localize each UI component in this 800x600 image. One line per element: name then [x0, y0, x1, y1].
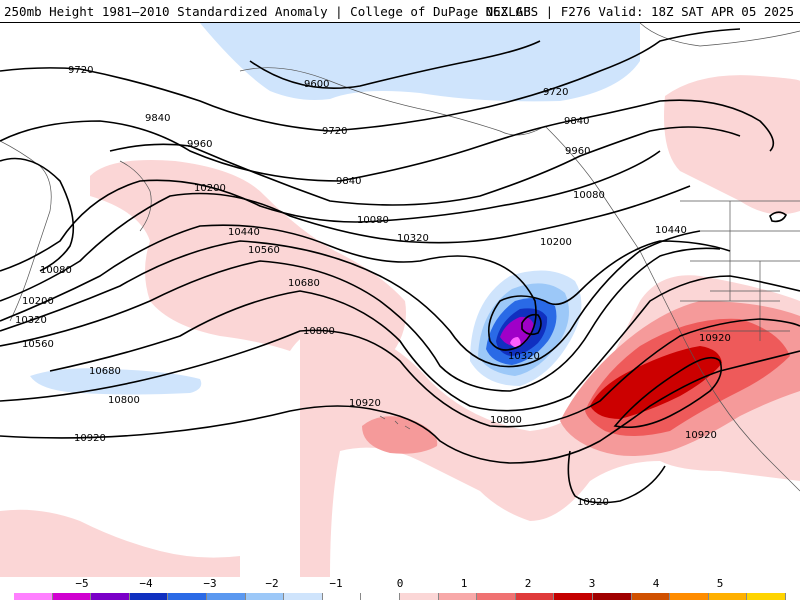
- contour-label: 9720: [68, 65, 93, 76]
- negative-anomaly-low-5: [500, 316, 534, 346]
- colorbar-tick: −5: [75, 577, 89, 590]
- colorbar-tick: 4: [652, 577, 660, 590]
- contour-label: 9960: [565, 146, 590, 157]
- colorbar-segment: [399, 593, 439, 600]
- colorbar-segment: [631, 593, 671, 600]
- colorbar-tick: 3: [588, 577, 596, 590]
- colorbar-segment: [91, 593, 130, 600]
- colorbar-segment: [477, 593, 516, 600]
- colorbar-tick: −4: [139, 577, 153, 590]
- contour-label: 10680: [89, 366, 121, 377]
- contour-10080: [0, 150, 661, 272]
- map-panel: 9720 9600 9720 9720 9840 9960 9840 9840 …: [0, 22, 800, 579]
- contour-low-center: [521, 313, 542, 336]
- colorbar-tick: −2: [265, 577, 279, 590]
- contour-label: 10920: [349, 398, 381, 409]
- negative-anomaly-north: [200, 23, 640, 102]
- colorbar-segment: [14, 593, 53, 600]
- positive-anomaly-southwest: [0, 509, 240, 578]
- contour-10680: [49, 275, 800, 412]
- colorbar-tick: −3: [203, 577, 217, 590]
- positive-anomaly-northeast: [664, 75, 800, 215]
- contour-label: 10560: [248, 245, 280, 256]
- colorbar-segment: [708, 593, 748, 600]
- contour-10560: [0, 247, 721, 392]
- colorbar-segment: [245, 593, 285, 600]
- colorbar-segment: [438, 593, 478, 600]
- colorbar-segment: [361, 593, 400, 600]
- height-contours: [0, 28, 800, 504]
- contour-label: 10200: [194, 183, 226, 194]
- contour-10320: [0, 224, 731, 351]
- colorbar-segment: [284, 593, 323, 600]
- contour-label: 10920: [74, 433, 106, 444]
- anomaly-colorbar: −5 −4 −3 −2 −1 0 1 2 3 4 5: [0, 577, 800, 600]
- anomaly-shading: [0, 23, 800, 578]
- contour-label: 9960: [187, 139, 212, 150]
- contour-label: 10920: [685, 430, 717, 441]
- contour-label: 10200: [540, 237, 572, 248]
- model-run-info: 06Z GFS | F276 Valid: 18Z SAT APR 05 202…: [485, 4, 794, 19]
- contour-label: 10920: [577, 497, 609, 508]
- contour-10800: [0, 318, 800, 428]
- contour-label: 9720: [543, 87, 568, 98]
- contour-label: 10080: [357, 215, 389, 226]
- contour-9600: [249, 40, 541, 89]
- contour-label: 10800: [490, 415, 522, 426]
- colorbar-segment: [554, 593, 593, 600]
- anomaly-map: 9720 9600 9720 9720 9840 9960 9840 9840 …: [0, 23, 800, 578]
- contour-label: 10080: [40, 265, 72, 276]
- negative-anomaly-low-core: [510, 337, 521, 348]
- colorbar-tick: 5: [716, 577, 724, 590]
- contour-10920-south: [567, 450, 666, 504]
- contour-label: 10920: [699, 333, 731, 344]
- contour-closed-small: [769, 211, 788, 223]
- contour-10920-closed: [613, 356, 723, 429]
- contour-label: 10800: [108, 395, 140, 406]
- colorbar-segment: [129, 593, 169, 600]
- coastlines: [0, 23, 800, 492]
- negative-anomaly-west-pacific: [30, 368, 202, 395]
- contour-label: 9840: [336, 176, 361, 187]
- contour-10200: [0, 185, 691, 302]
- map-header: 250mb Height 1981–2010 Standardized Anom…: [0, 0, 800, 22]
- contour-9840: [0, 99, 775, 182]
- contour-9720: [0, 28, 741, 132]
- contour-label: 10440: [655, 225, 687, 236]
- contour-10440: [0, 230, 701, 368]
- colorbar-tick: 2: [524, 577, 532, 590]
- contour-9960: [0, 126, 741, 272]
- colorbar-segment: [52, 593, 92, 600]
- colorbar-segment: [206, 593, 246, 600]
- contour-label: 9600: [304, 79, 329, 90]
- colorbar-segment: [670, 593, 709, 600]
- positive-anomaly-west: [90, 160, 406, 361]
- positive-anomaly-hawaii: [362, 416, 438, 454]
- colorbar-strip: [14, 593, 786, 600]
- colorbar-segment: [322, 593, 362, 600]
- contour-label: 10320: [508, 351, 540, 362]
- contour-label: 9840: [564, 116, 589, 127]
- colorbar-tick: 1: [460, 577, 468, 590]
- colorbar-tick: −1: [329, 577, 343, 590]
- positive-anomaly-max: [590, 346, 722, 419]
- contour-label: 10680: [288, 278, 320, 289]
- colorbar-segment: [515, 593, 555, 600]
- contour-label: 10080: [573, 190, 605, 201]
- contour-label: 10440: [228, 227, 260, 238]
- contour-label: 9840: [145, 113, 170, 124]
- contour-label: 10200: [22, 296, 54, 307]
- contour-label: 10320: [397, 233, 429, 244]
- contour-labels: 9720 9600 9720 9720 9840 9960 9840 9840 …: [15, 65, 731, 508]
- contour-label: 9720: [322, 126, 347, 137]
- colorbar-segment: [747, 593, 786, 600]
- map-title: 250mb Height 1981–2010 Standardized Anom…: [4, 4, 531, 19]
- contour-label: 10320: [15, 315, 47, 326]
- colorbar-segment: [168, 593, 207, 600]
- colorbar-tick: 0: [396, 577, 404, 590]
- contour-10920: [0, 350, 800, 464]
- contour-label: 10800: [303, 326, 335, 337]
- contour-label: 10560: [22, 339, 54, 350]
- colorbar-segment: [592, 593, 632, 600]
